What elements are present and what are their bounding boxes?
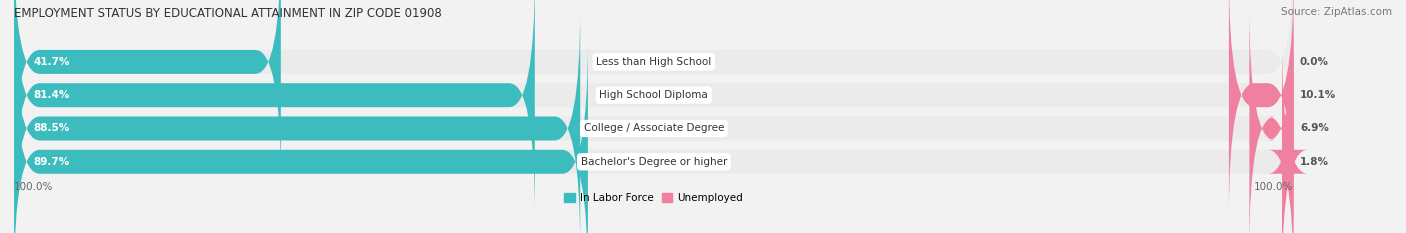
Text: 6.9%: 6.9% [1301,123,1329,134]
FancyBboxPatch shape [14,7,581,233]
Text: 100.0%: 100.0% [14,182,53,192]
Legend: In Labor Force, Unemployed: In Labor Force, Unemployed [560,189,748,207]
FancyBboxPatch shape [1268,41,1308,233]
FancyBboxPatch shape [14,7,1294,233]
Text: 100.0%: 100.0% [1254,182,1294,192]
FancyBboxPatch shape [1250,7,1294,233]
FancyBboxPatch shape [14,0,281,183]
Text: 10.1%: 10.1% [1301,90,1336,100]
Text: 89.7%: 89.7% [34,157,69,167]
Text: 88.5%: 88.5% [34,123,69,134]
Text: 81.4%: 81.4% [34,90,70,100]
FancyBboxPatch shape [14,0,1294,216]
Text: 0.0%: 0.0% [1301,57,1329,67]
Text: Bachelor's Degree or higher: Bachelor's Degree or higher [581,157,727,167]
FancyBboxPatch shape [14,0,1294,183]
Text: Source: ZipAtlas.com: Source: ZipAtlas.com [1281,7,1392,17]
Text: 1.8%: 1.8% [1301,157,1329,167]
Text: High School Diploma: High School Diploma [599,90,709,100]
Text: Less than High School: Less than High School [596,57,711,67]
Text: 41.7%: 41.7% [34,57,70,67]
FancyBboxPatch shape [14,41,588,233]
FancyBboxPatch shape [14,0,534,216]
Text: EMPLOYMENT STATUS BY EDUCATIONAL ATTAINMENT IN ZIP CODE 01908: EMPLOYMENT STATUS BY EDUCATIONAL ATTAINM… [14,7,441,20]
FancyBboxPatch shape [14,41,1294,233]
FancyBboxPatch shape [1229,0,1294,216]
Text: College / Associate Degree: College / Associate Degree [583,123,724,134]
